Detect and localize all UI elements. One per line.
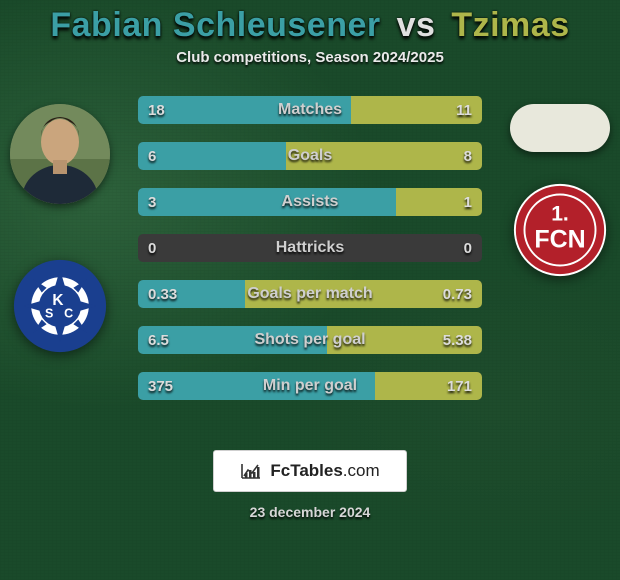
stat-value-right: 8 [464, 142, 472, 170]
stat-row: Hattricks0 0 [138, 234, 482, 262]
stat-value-right: 5.38 [443, 326, 472, 354]
stat-value-right: 0 [464, 234, 472, 262]
stat-row: Shots per goal6.5 5.38 [138, 326, 482, 354]
fcn-logo-icon: 1. FCN [512, 182, 608, 278]
subtitle: Club competitions, Season 2024/2025 [0, 49, 620, 66]
container: Fabian Schleusener vs Tzimas Club compet… [0, 0, 620, 580]
stat-row: Assists3 1 [138, 188, 482, 216]
stat-value-left: 3 [148, 188, 156, 216]
stat-value-right: 11 [456, 96, 472, 124]
ksc-logo-icon: K S C [12, 258, 108, 354]
stat-row: Min per goal375 171 [138, 372, 482, 400]
brand-name: FcTables.com [270, 461, 379, 481]
stat-value-left: 0 [148, 234, 156, 262]
stat-label: Matches [138, 96, 482, 124]
stat-row: Goals per match0.33 0.73 [138, 280, 482, 308]
stat-label: Hattricks [138, 234, 482, 262]
stat-label: Shots per goal [138, 326, 482, 354]
stat-label: Min per goal [138, 372, 482, 400]
page-title: Fabian Schleusener vs Tzimas [0, 6, 620, 45]
comparison-panel: K S C 1. FCN Matches1811G [0, 96, 620, 426]
stat-value-left: 18 [148, 96, 165, 124]
brand-name-suffix: .com [343, 461, 380, 480]
stat-label: Assists [138, 188, 482, 216]
player1-photo [10, 104, 110, 204]
date-label: 23 december 2024 [250, 504, 371, 520]
right-column: 1. FCN [500, 96, 620, 426]
title-player2: Tzimas [451, 6, 569, 44]
stat-value-right: 0.73 [443, 280, 472, 308]
brand-chart-icon [240, 462, 262, 480]
stat-row: Matches18 11 [138, 96, 482, 124]
stat-value-right: 1 [464, 188, 472, 216]
stat-bars: Matches18 11 Goals6 8 Assists3 1 Hattricks0 0 Go… [138, 96, 482, 400]
stat-label: Goals per match [138, 280, 482, 308]
footer: FcTables.com 23 december 2024 [0, 450, 620, 520]
stat-value-left: 0.33 [148, 280, 177, 308]
player1-photo-svg [10, 104, 110, 204]
left-column: K S C [0, 96, 120, 426]
title-vs: vs [397, 6, 436, 44]
fcn-logo-text-bottom: FCN [534, 225, 585, 253]
brand-badge: FcTables.com [213, 450, 406, 492]
player1-club-logo: K S C [12, 258, 108, 354]
player2-photo-placeholder [510, 104, 610, 152]
brand-name-bold: FcTables [270, 461, 342, 480]
stat-row: Goals6 8 [138, 142, 482, 170]
fcn-logo-text-top: 1. [551, 202, 569, 225]
player2-club-logo: 1. FCN [512, 182, 608, 278]
stat-value-left: 375 [148, 372, 173, 400]
stat-label: Goals [138, 142, 482, 170]
stat-value-left: 6 [148, 142, 156, 170]
stat-value-right: 171 [447, 372, 472, 400]
stat-value-left: 6.5 [148, 326, 169, 354]
title-player1: Fabian Schleusener [50, 6, 380, 44]
